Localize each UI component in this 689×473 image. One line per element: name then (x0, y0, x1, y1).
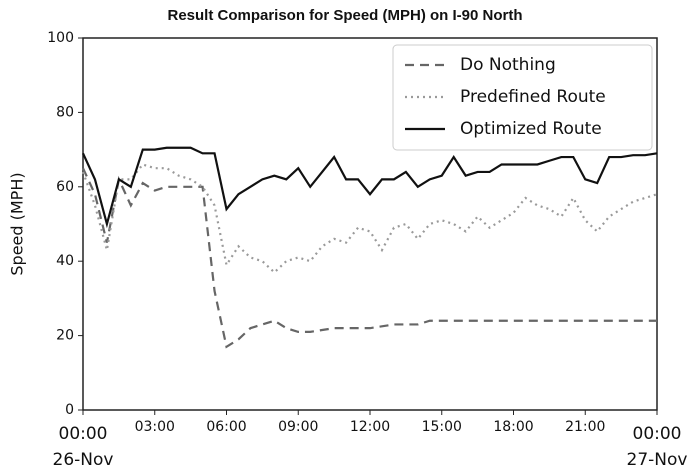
x-tick-label: 18:00 (493, 419, 533, 435)
x-tick-label-line: 27-Nov (627, 450, 688, 470)
x-tick-label: 09:00 (278, 419, 318, 435)
y-axis-label: Speed (MPH) (8, 172, 27, 275)
x-tick-label: 06:00 (206, 419, 246, 435)
legend-box (392, 44, 653, 151)
x-tick-label-line: 00:00 (633, 424, 682, 444)
y-tick-label: 100 (47, 30, 74, 46)
y-tick-label: 20 (56, 328, 74, 344)
series-line (81, 163, 658, 274)
series-line (82, 167, 657, 349)
legend-label: Optimized Route (460, 119, 602, 139)
legend-label: Predefined Route (460, 87, 606, 107)
x-tick-label-line: 26-Nov (53, 450, 114, 470)
y-tick-label: 0 (65, 402, 74, 418)
y-tick-label: 40 (56, 253, 74, 269)
x-tick-label: 21:00 (565, 419, 605, 435)
series-line (82, 146, 658, 229)
legend-label: Do Nothing (460, 55, 556, 75)
chart-title: Result Comparison for Speed (MPH) on I-9… (167, 7, 522, 24)
y-tick-label: 80 (56, 104, 74, 120)
x-tick-label: 03:00 (135, 419, 175, 435)
y-tick-label: 60 (56, 179, 74, 195)
x-tick-label: 12:00 (350, 419, 390, 435)
x-tick-label: 00:00 26-Nov (53, 424, 114, 470)
x-tick-label: 00:00 27-Nov (627, 424, 688, 470)
x-tick-label: 15:00 (422, 419, 462, 435)
x-tick-label-line: 00:00 (59, 424, 108, 444)
